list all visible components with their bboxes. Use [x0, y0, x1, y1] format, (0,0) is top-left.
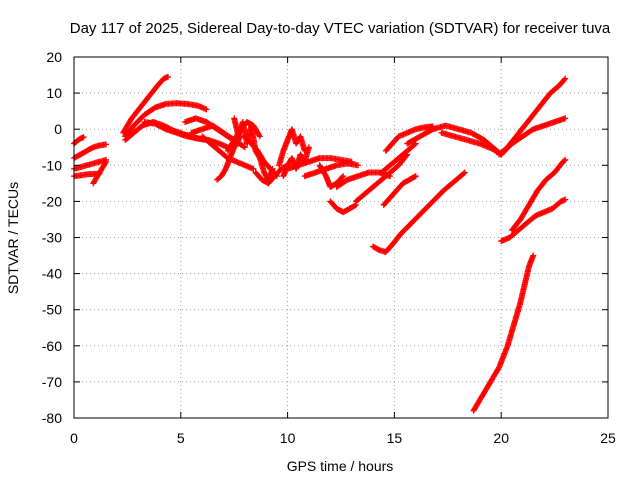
data-series-1 — [71, 134, 87, 147]
x-tick-label: 20 — [493, 430, 509, 446]
data-marker — [340, 173, 347, 180]
data-marker — [561, 157, 568, 164]
x-tick-label: 10 — [280, 430, 296, 446]
x-tick-label: 25 — [600, 430, 616, 446]
data-marker — [164, 73, 171, 80]
data-marker — [103, 141, 110, 148]
data-series-35 — [498, 115, 569, 158]
x-tick-label: 15 — [387, 430, 403, 446]
data-marker — [250, 165, 257, 172]
y-tick-label: 20 — [46, 49, 62, 65]
data-marker — [460, 170, 467, 177]
data-marker — [102, 159, 109, 166]
axis-ticks: 0 5 10 15 20 25 20 10 0 -10 -20 -30 -40 -50 -60 -70 -80 — [42, 49, 616, 446]
y-tick-label: -10 — [42, 157, 62, 173]
data-marker — [256, 133, 263, 140]
data-marker — [305, 144, 312, 151]
data-points — [71, 73, 569, 414]
data-marker — [355, 162, 362, 169]
data-series-26 — [378, 140, 419, 176]
data-series-30 — [438, 129, 505, 158]
data-marker — [562, 196, 569, 203]
y-tick-label: -40 — [42, 266, 62, 282]
data-marker — [351, 202, 358, 209]
data-series-11 — [188, 122, 248, 151]
data-series-33 — [498, 196, 569, 245]
data-marker — [530, 252, 537, 259]
data-series-6 — [120, 73, 171, 136]
data-series-34 — [508, 156, 569, 234]
data-marker — [562, 115, 569, 122]
y-tick-label: -80 — [42, 410, 62, 426]
y-tick-label: -70 — [42, 374, 62, 390]
data-marker — [241, 144, 248, 151]
y-tick-label: -30 — [42, 230, 62, 246]
y-axis-label: SDTVAR / TECUs — [5, 182, 21, 294]
data-marker — [412, 173, 419, 180]
data-series-5 — [90, 158, 110, 187]
data-series-12 — [199, 133, 257, 172]
y-tick-label: -60 — [42, 338, 62, 354]
data-series-16 — [241, 133, 280, 180]
data-series-25 — [352, 151, 411, 205]
data-marker — [562, 75, 569, 82]
data-series-27 — [380, 173, 419, 209]
data-series-32 — [470, 252, 537, 414]
data-marker — [562, 156, 569, 163]
data-marker — [240, 143, 247, 150]
data-series-31 — [370, 169, 468, 255]
data-series-28 — [382, 123, 436, 154]
chart-title: Day 117 of 2025, Sidereal Day-to-day VTE… — [70, 20, 611, 37]
data-marker — [461, 169, 468, 176]
y-tick-label: 10 — [46, 85, 62, 101]
data-marker — [256, 132, 263, 139]
data-series-24 — [327, 198, 359, 216]
y-tick-label: -20 — [42, 193, 62, 209]
data-series-18 — [276, 126, 308, 169]
data-series-13 — [214, 133, 244, 183]
data-marker — [203, 106, 210, 113]
data-marker — [411, 173, 418, 180]
data-series-3 — [71, 156, 110, 172]
data-series-36 — [496, 75, 569, 158]
x-tick-label: 5 — [177, 430, 185, 446]
x-axis-label: GPS time / hours — [287, 458, 394, 474]
data-series-7 — [122, 100, 210, 140]
data-marker — [561, 76, 568, 83]
data-marker — [80, 134, 87, 141]
data-marker — [103, 158, 110, 165]
data-marker — [339, 174, 346, 181]
x-tick-label: 0 — [70, 430, 78, 446]
y-tick-label: -50 — [42, 302, 62, 318]
y-tick-label: 0 — [54, 121, 62, 137]
